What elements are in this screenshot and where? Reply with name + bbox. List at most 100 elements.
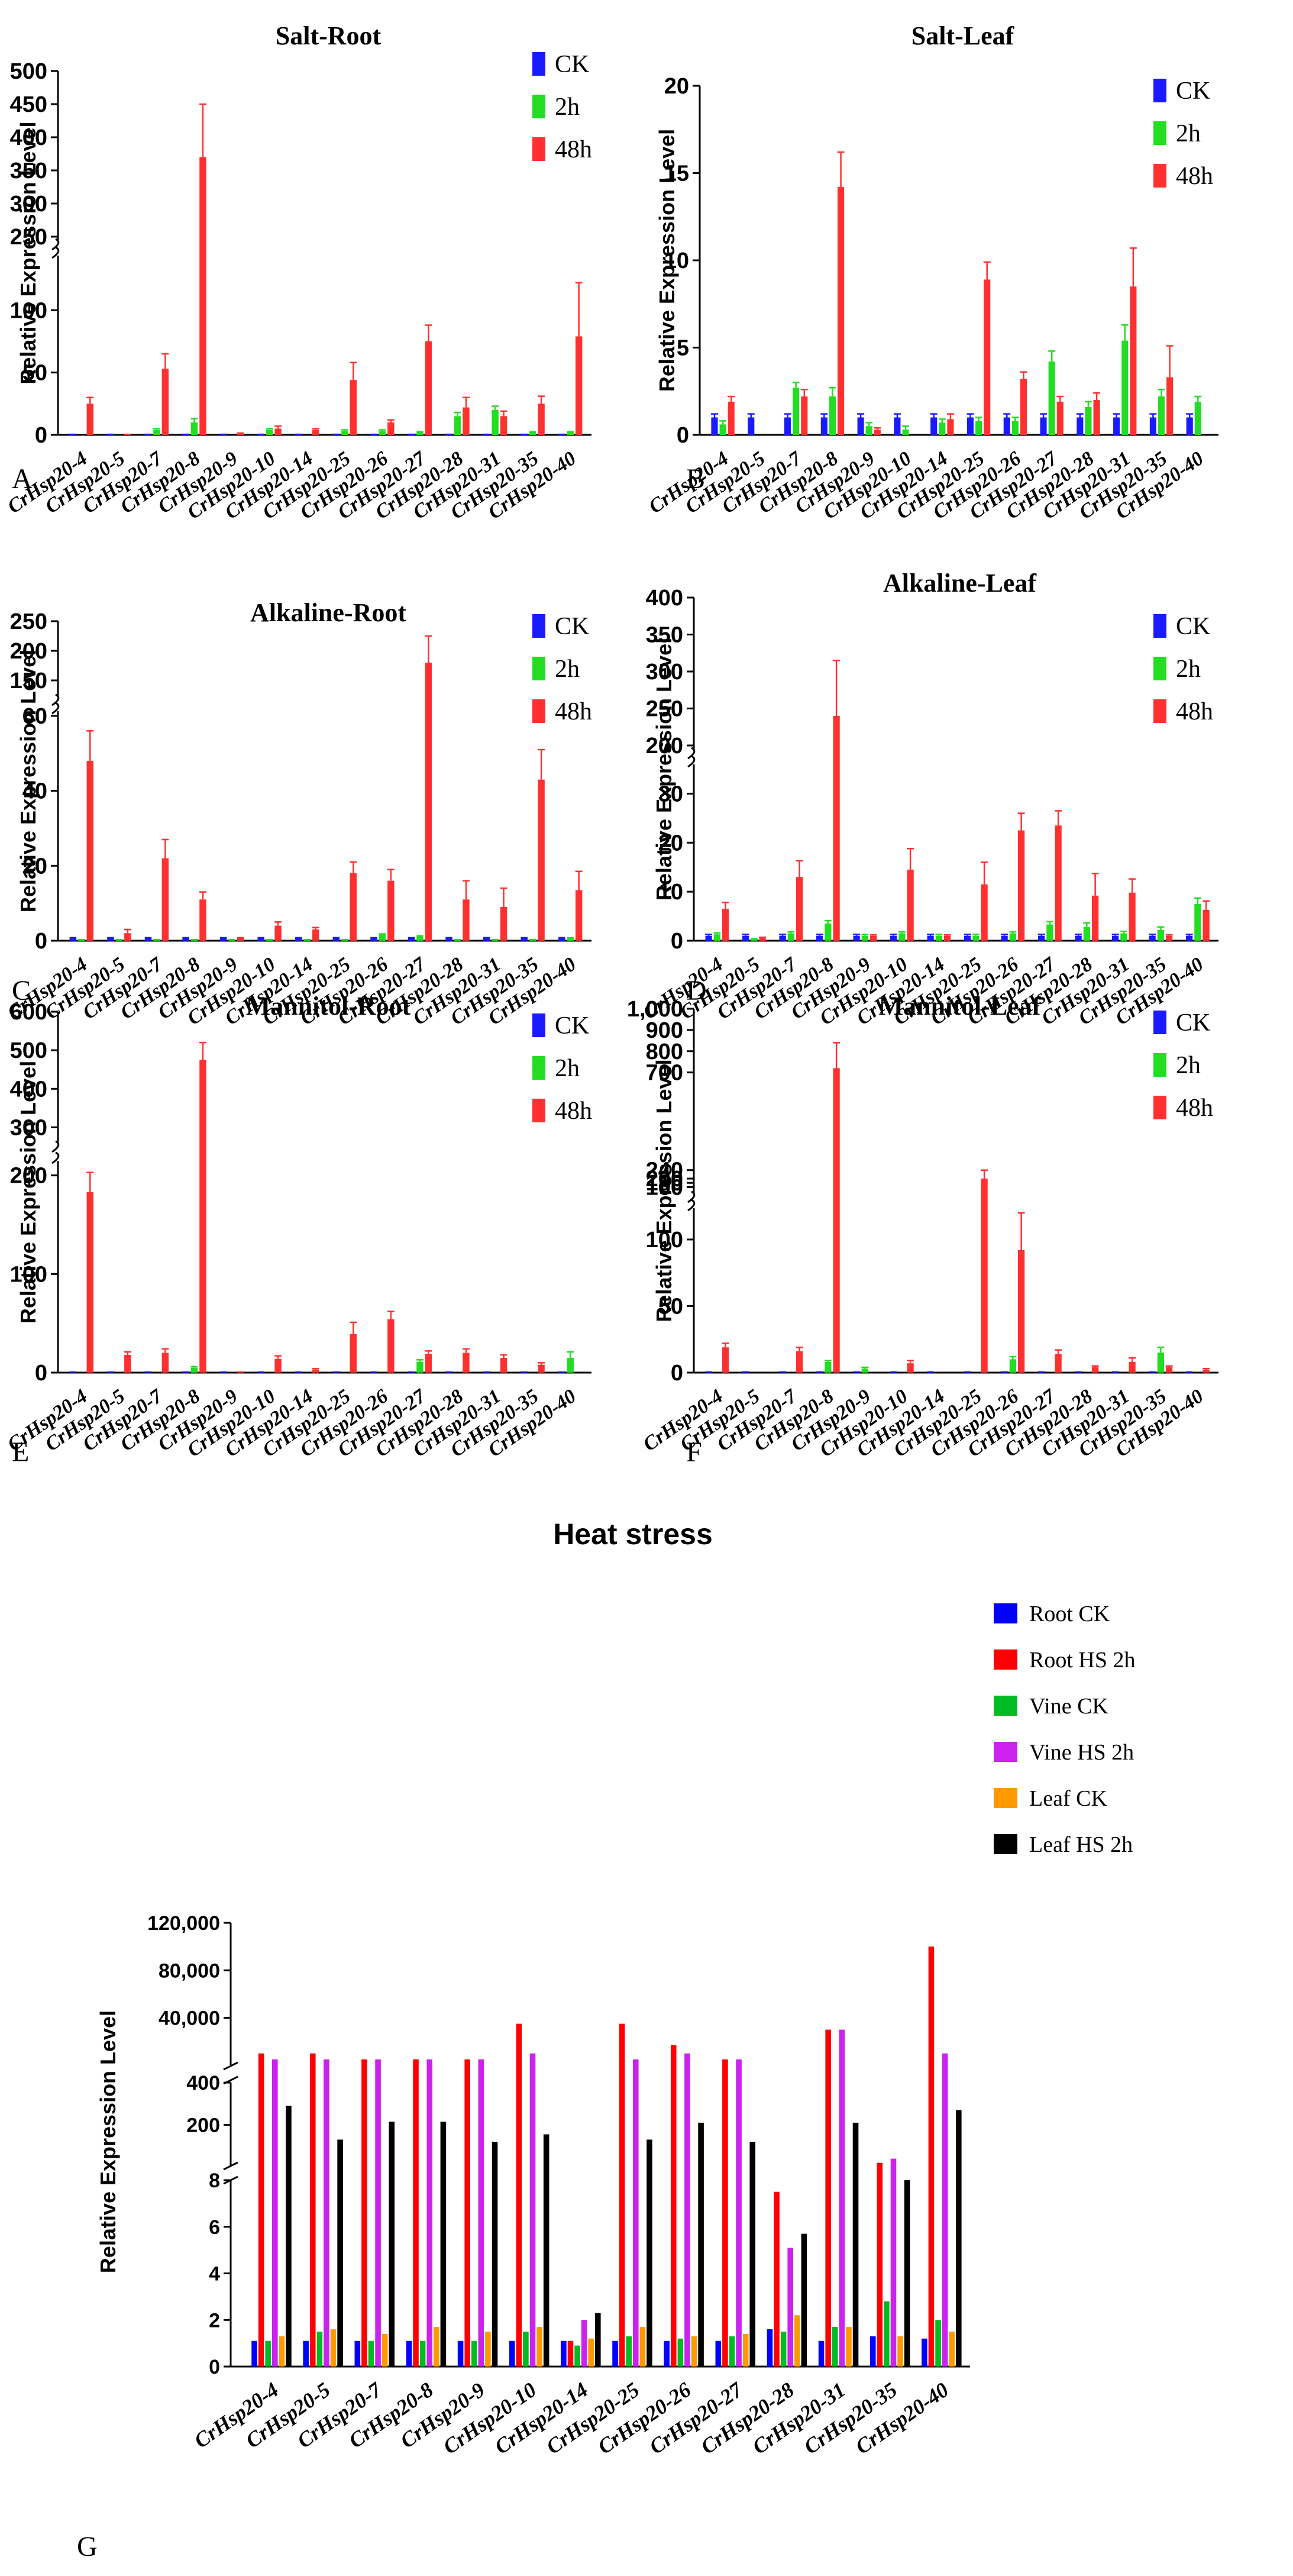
- panel-letter-C: C: [12, 975, 31, 1006]
- bar-2h-crhsp20-31: [1120, 933, 1127, 941]
- bar-leaf-hs-2h-crhsp20-26: [698, 2122, 704, 2367]
- bar-leaf-ck-crhsp20-5: [330, 2329, 337, 2367]
- bar-48h-crhsp20-9: [870, 935, 877, 941]
- bar-2h-crhsp20-35: [1157, 929, 1164, 941]
- y-tick-label: 200: [186, 2114, 220, 2136]
- bar-48h-crhsp20-35: [1166, 377, 1174, 435]
- legend-label-2h: 2h: [555, 1055, 580, 1082]
- bar-ck-crhsp20-5: [107, 433, 114, 435]
- bar-vine-hs-2h-crhsp20-28: [787, 2248, 793, 2367]
- bar-root-ck-crhsp20-10: [509, 2341, 515, 2367]
- bar-vine-ck-crhsp20-25: [626, 2336, 632, 2367]
- bar-ck-crhsp20-14: [930, 417, 938, 435]
- bar-2h-crhsp20-9: [865, 426, 872, 435]
- bar-ck-crhsp20-28: [445, 937, 452, 941]
- bar-ck-crhsp20-31: [1112, 935, 1119, 941]
- y-tick-label: 0: [35, 1361, 47, 1386]
- bar-ck-crhsp20-40: [558, 1371, 565, 1373]
- bar-ck-crhsp20-4: [69, 937, 77, 941]
- legend-swatch-leaf-hs-2h: [994, 1834, 1017, 1854]
- axis-break-mark: [223, 2061, 238, 2085]
- bar-48h-crhsp20-10: [274, 925, 282, 941]
- bar-2h-crhsp20-8: [829, 396, 836, 435]
- bar-48h-crhsp20-5: [124, 1355, 131, 1373]
- y-tick-label: 20: [22, 854, 47, 879]
- bar-ck-crhsp20-25: [966, 417, 974, 435]
- y-tick-label: 20: [658, 831, 683, 856]
- y-tick-label: 400: [10, 1077, 47, 1102]
- panel-title-C: Alkaline-Root: [250, 598, 406, 627]
- y-tick-label: 2: [209, 2309, 220, 2332]
- legend-swatch-ck: [1153, 614, 1166, 638]
- bar-leaf-hs-2h-crhsp20-5: [337, 2139, 343, 2367]
- bar-root-hs-2h-crhsp20-40: [928, 1946, 935, 2367]
- bar-ck-crhsp20-26: [1003, 417, 1010, 435]
- bar-48h-crhsp20-28: [1092, 895, 1099, 941]
- bar-vine-hs-2h-crhsp20-25: [632, 2059, 639, 2367]
- bar-48h-crhsp20-14: [947, 419, 954, 435]
- bar-2h-crhsp20-9: [228, 938, 235, 941]
- bar-48h-crhsp20-31: [1129, 892, 1136, 941]
- y-tick-label: 60: [22, 704, 47, 729]
- y-tick-label: 400: [10, 125, 47, 150]
- bar-48h-crhsp20-27: [1056, 401, 1064, 435]
- bar-root-hs-2h-crhsp20-5: [309, 2053, 316, 2367]
- bar-2h-crhsp20-27: [416, 935, 424, 941]
- bar-root-ck-crhsp20-28: [767, 2329, 773, 2367]
- bar-vine-hs-2h-crhsp20-7: [375, 2059, 381, 2367]
- bar-ck-crhsp20-7: [144, 937, 152, 941]
- bar-ck-crhsp20-10: [894, 417, 901, 435]
- y-tick-label: 500: [10, 59, 47, 84]
- legend-swatch-root-ck: [994, 1603, 1017, 1623]
- bar-vine-hs-2h-crhsp20-14: [581, 2320, 587, 2367]
- bar-ck-crhsp20-9: [853, 935, 860, 941]
- bar-leaf-hs-2h-crhsp20-28: [801, 2233, 807, 2367]
- bar-leaf-hs-2h-crhsp20-14: [595, 2313, 601, 2367]
- bar-2h-crhsp20-31: [1121, 340, 1129, 435]
- bar-48h-crhsp20-40: [1203, 1370, 1210, 1373]
- bar-ck-crhsp20-8: [182, 433, 189, 435]
- bar-2h-crhsp20-35: [529, 431, 536, 435]
- y-tick-label: 6: [209, 2216, 220, 2239]
- bar-48h-crhsp20-31: [500, 416, 507, 435]
- bar-root-hs-2h-crhsp20-28: [774, 2191, 780, 2367]
- bar-48h-crhsp20-25: [981, 1179, 988, 1373]
- bar-ck-crhsp20-10: [890, 1371, 897, 1373]
- bar-48h-crhsp20-7: [161, 369, 169, 435]
- legend-label-48h: 48h: [555, 136, 592, 163]
- bar-vine-ck-crhsp20-26: [677, 2338, 684, 2367]
- legend-label-48h: 48h: [1176, 1095, 1213, 1122]
- bar-ck-crhsp20-26: [1001, 935, 1008, 941]
- bar-2h-crhsp20-25: [341, 938, 348, 941]
- bar-root-ck-crhsp20-27: [715, 2341, 722, 2367]
- legend-label-vine-hs-2h: Vine HS 2h: [1029, 1740, 1134, 1765]
- y-tick-label: 700: [646, 1061, 683, 1086]
- bar-root-ck-crhsp20-7: [354, 2341, 361, 2367]
- legend-swatch-48h: [532, 137, 545, 161]
- y-tick-label: 150: [10, 669, 47, 693]
- bar-ck-crhsp20-7: [144, 1371, 152, 1373]
- bar-leaf-hs-2h-crhsp20-8: [440, 2122, 447, 2367]
- bar-2h-crhsp20-40: [567, 431, 574, 435]
- y-tick-label: 4: [209, 2263, 220, 2286]
- bar-leaf-ck-crhsp20-9: [485, 2331, 491, 2367]
- bar-48h-crhsp20-27: [425, 663, 432, 941]
- bar-2h-crhsp20-10: [902, 430, 909, 435]
- bar-leaf-hs-2h-crhsp20-10: [543, 2134, 549, 2367]
- y-tick-label: 800: [646, 1040, 683, 1064]
- bar-root-hs-2h-crhsp20-31: [825, 2029, 831, 2367]
- bar-leaf-ck-crhsp20-25: [639, 2327, 646, 2367]
- bar-2h-crhsp20-8: [190, 938, 198, 941]
- bar-2h-crhsp20-8: [190, 1367, 198, 1373]
- bar-2h-crhsp20-40: [567, 1358, 574, 1373]
- bar-root-ck-crhsp20-35: [869, 2336, 876, 2367]
- panel-title-G: Heat stress: [553, 1518, 713, 1551]
- bar-48h-crhsp20-9: [237, 1371, 244, 1373]
- bar-2h-crhsp20-14: [939, 422, 946, 435]
- legend-swatch-ck: [1153, 79, 1166, 102]
- bar-48h-crhsp20-40: [1203, 909, 1210, 941]
- bar-root-hs-2h-crhsp20-14: [567, 2341, 574, 2367]
- bar-ck-crhsp20-40: [1186, 935, 1193, 941]
- y-tick-label: 1,000: [627, 997, 683, 1022]
